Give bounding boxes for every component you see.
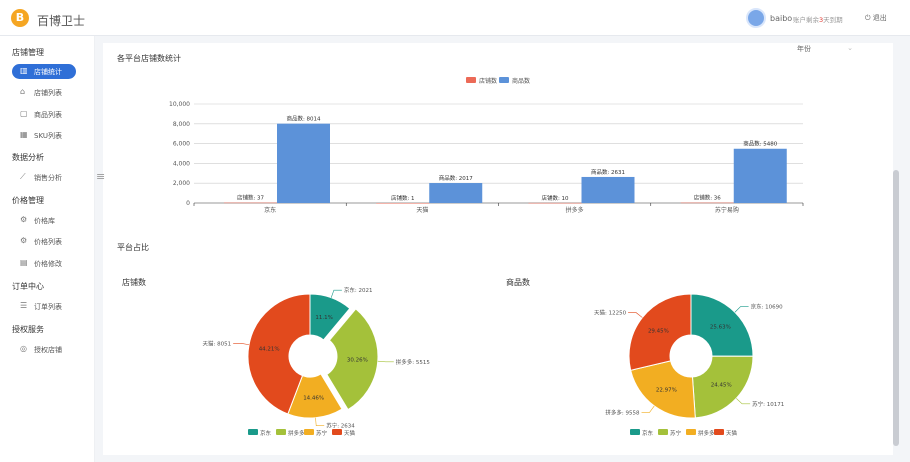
notice-prefix: 账户剩余 — [793, 16, 819, 24]
shield-icon: ◎ — [20, 344, 27, 353]
sidebar: 店铺管理 ▥ 店铺统计 ⌂ 店铺列表 ▢ 商品列表 ▦ SKU列表 数据分析 ⟋ 销售分析… — [0, 36, 95, 462]
box-icon: ▢ — [20, 109, 28, 118]
sidebar-item-shop-list[interactable]: ⌂ 店铺列表 — [12, 85, 76, 100]
expiry-notice: 账户剩余3天到期 — [793, 14, 843, 24]
sidebar-item-shop-stats[interactable]: ▥ 店铺统计 — [12, 64, 76, 79]
sidebar-item-sales-analysis[interactable]: ⟋ 销售分析 — [12, 170, 76, 185]
app-title: 百博卫士 — [37, 14, 86, 28]
sidebar-item-label: 店铺统计 — [34, 68, 62, 76]
sidebar-item-label: 价格修改 — [34, 260, 62, 268]
sidebar-item-auth-shop[interactable]: ◎ 授权店铺 — [12, 342, 76, 357]
notice-suffix: 天到期 — [823, 16, 843, 24]
year-select-value: 年份 — [797, 45, 811, 53]
home-icon: ⌂ — [20, 87, 26, 96]
edit-icon: ▤ — [20, 258, 28, 267]
vertical-scrollbar[interactable] — [893, 170, 899, 446]
logout-button[interactable]: ⏻ 退出 — [865, 13, 887, 23]
group-title-auth: 授权服务 — [12, 325, 44, 334]
group-title-analysis: 数据分析 — [12, 153, 44, 162]
logout-label: 退出 — [872, 14, 887, 22]
avatar[interactable] — [746, 8, 766, 28]
sidebar-item-price-edit[interactable]: ▤ 价格修改 — [12, 256, 76, 271]
year-select[interactable]: 年份 ⌄ — [797, 44, 855, 56]
order-icon: ☰ — [20, 301, 28, 310]
sidebar-item-label: 价格库 — [34, 217, 55, 225]
tag-icon: ⚙ — [20, 215, 28, 224]
username[interactable]: baibo — [770, 14, 793, 23]
group-title-price: 价格管理 — [12, 196, 44, 205]
menu-toggle-icon[interactable]: ≡ — [96, 170, 106, 183]
chart-icon: ▥ — [20, 66, 28, 75]
sidebar-item-label: 价格列表 — [34, 238, 62, 246]
chevron-down-icon: ⌄ — [847, 44, 853, 52]
sidebar-item-order-list[interactable]: ☰ 订单列表 — [12, 299, 76, 314]
logo-icon: B — [11, 9, 29, 27]
sidebar-item-sku-list[interactable]: ▦ SKU列表 — [12, 128, 76, 143]
sidebar-item-product-list[interactable]: ▢ 商品列表 — [12, 107, 76, 122]
sidebar-item-price-list[interactable]: ⚙ 价格列表 — [12, 234, 76, 249]
sidebar-item-label: 销售分析 — [34, 174, 62, 182]
logout-icon: ⏻ — [865, 14, 871, 22]
list-icon: ⚙ — [20, 236, 28, 245]
main-panel — [103, 43, 893, 455]
notice-count: 3 — [819, 16, 824, 24]
trend-icon: ⟋ — [20, 172, 26, 181]
sidebar-item-label: 店铺列表 — [34, 89, 62, 97]
sidebar-item-label: 商品列表 — [34, 111, 62, 119]
sidebar-item-price-lib[interactable]: ⚙ 价格库 — [12, 213, 76, 228]
bar-section-title: 各平台店铺数统计 — [117, 54, 181, 63]
sidebar-item-label: SKU列表 — [34, 132, 62, 140]
sidebar-item-label: 订单列表 — [34, 303, 62, 311]
grid-icon: ▦ — [20, 130, 28, 139]
sidebar-item-label: 授权店铺 — [34, 346, 62, 354]
pie-section-title: 平台占比 — [117, 243, 149, 252]
group-title-shop: 店铺管理 — [12, 48, 44, 57]
group-title-orders: 订单中心 — [12, 282, 44, 291]
top-bar: B 百博卫士 baibo 账户剩余3天到期 ⏻ 退出 — [0, 0, 910, 36]
